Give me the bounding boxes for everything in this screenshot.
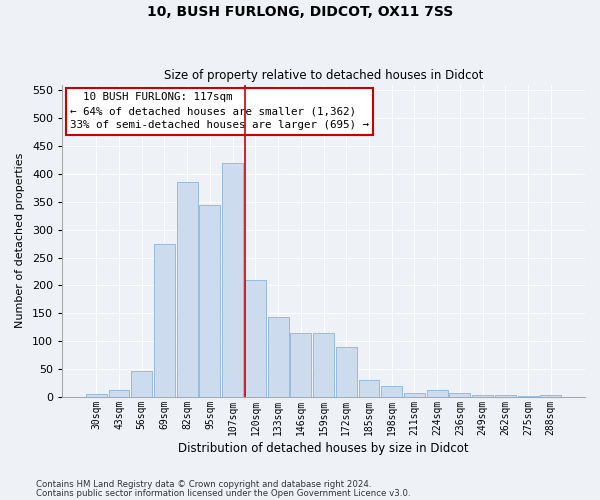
Bar [222,162,243,397]
Bar [313,333,334,397]
Text: Contains HM Land Registry data © Crown copyright and database right 2024.: Contains HM Land Registry data © Crown c… [36,480,371,489]
Bar [495,395,516,397]
Title: Size of property relative to detached houses in Didcot: Size of property relative to detached ho… [164,69,483,82]
Bar [404,392,425,397]
Bar [472,395,493,397]
Bar [541,395,561,397]
Bar [290,333,311,397]
Bar [449,392,470,397]
Bar [268,317,289,397]
Bar [154,244,175,397]
Text: Contains public sector information licensed under the Open Government Licence v3: Contains public sector information licen… [36,488,410,498]
Bar [86,394,107,397]
Text: 10, BUSH FURLONG, DIDCOT, OX11 7SS: 10, BUSH FURLONG, DIDCOT, OX11 7SS [147,5,453,19]
Y-axis label: Number of detached properties: Number of detached properties [15,153,25,328]
X-axis label: Distribution of detached houses by size in Didcot: Distribution of detached houses by size … [178,442,469,455]
Bar [336,347,357,397]
Bar [359,380,379,397]
Bar [518,396,539,397]
Bar [177,182,197,397]
Bar [131,371,152,397]
Bar [381,386,402,397]
Text: 10 BUSH FURLONG: 117sqm  
← 64% of detached houses are smaller (1,362)
33% of se: 10 BUSH FURLONG: 117sqm ← 64% of detache… [70,92,369,130]
Bar [245,280,266,397]
Bar [109,390,130,397]
Bar [427,390,448,397]
Bar [199,204,220,397]
